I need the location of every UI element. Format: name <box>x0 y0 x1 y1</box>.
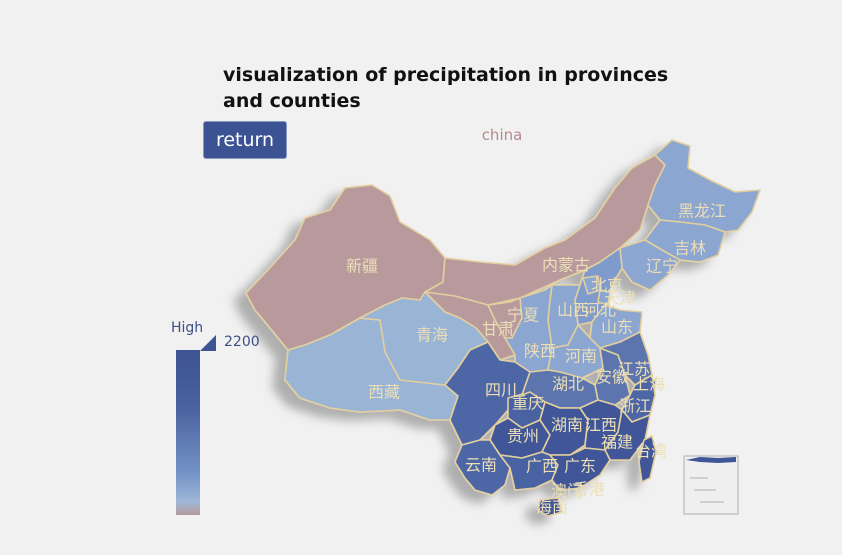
label-hainan: 海南 <box>536 498 568 517</box>
label-jiangsu: 江苏 <box>618 360 650 379</box>
province-fujian[interactable] <box>604 409 651 461</box>
label-jilin: 吉林 <box>674 239 706 258</box>
legend-high-label: High <box>171 320 204 336</box>
label-guangxi: 广西 <box>526 457 558 476</box>
label-shanxi: 山西 <box>557 301 589 320</box>
label-shaanxi: 陕西 <box>524 342 556 361</box>
label-anhui: 安徽 <box>596 368 628 387</box>
label-henan: 河南 <box>565 347 597 366</box>
province-liaoning[interactable] <box>619 239 681 291</box>
label-hubei: 湖北 <box>552 375 584 394</box>
legend-color-bar[interactable] <box>176 350 200 515</box>
label-gansu: 甘肃 <box>482 320 514 339</box>
label-guangdong: 广东 <box>564 457 596 476</box>
label-sichuan: 四川 <box>485 381 517 400</box>
label-taiwan: 台湾 <box>635 442 667 461</box>
province-hainan[interactable] <box>537 497 563 517</box>
map-title: china <box>481 126 523 144</box>
province-heilongjiang[interactable] <box>647 139 761 233</box>
label-tianjin: 天津 <box>604 289 636 308</box>
label-fujian: 福建 <box>601 433 633 452</box>
label-xianggang: 香港 <box>573 480 605 499</box>
label-zhejiang: 浙江 <box>619 397 651 416</box>
label-xinjiang: 新疆 <box>346 257 378 276</box>
province-neimenggu[interactable] <box>424 154 666 306</box>
label-aomen: 澳门 <box>551 482 583 501</box>
label-hebei: 河北 <box>584 301 616 320</box>
label-jiangxi: 江西 <box>585 416 617 435</box>
page-title: visualization of precipitation in provin… <box>223 64 669 112</box>
legend-max-value: 2200 <box>224 334 260 350</box>
return-button[interactable]: return <box>203 121 287 159</box>
province-yunnan[interactable] <box>454 439 511 496</box>
label-ningxia: 宁夏 <box>507 306 539 325</box>
province-tianjin[interactable] <box>597 289 611 306</box>
label-hunan: 湖南 <box>551 416 583 435</box>
province-qinghai[interactable] <box>359 291 489 386</box>
legend-handle-icon[interactable] <box>200 335 216 351</box>
label-shanghai: 上海 <box>633 375 665 394</box>
label-chongqing: 重庆 <box>512 394 544 413</box>
label-heilongjiang: 黑龙江 <box>678 202 726 221</box>
province-guangdong[interactable] <box>549 447 611 491</box>
label-beijing: 北京 <box>591 276 623 295</box>
label-xizang: 西藏 <box>368 383 400 402</box>
label-liaoning: 辽宁 <box>646 257 678 276</box>
label-shandong: 山东 <box>601 318 633 337</box>
label-qinghai: 青海 <box>416 326 448 345</box>
label-yunnan: 云南 <box>465 456 497 475</box>
province-taiwan[interactable] <box>638 435 657 483</box>
label-guizhou: 贵州 <box>507 427 539 446</box>
south-china-sea-inset <box>683 455 739 515</box>
label-neimenggu: 内蒙古 <box>542 256 590 275</box>
